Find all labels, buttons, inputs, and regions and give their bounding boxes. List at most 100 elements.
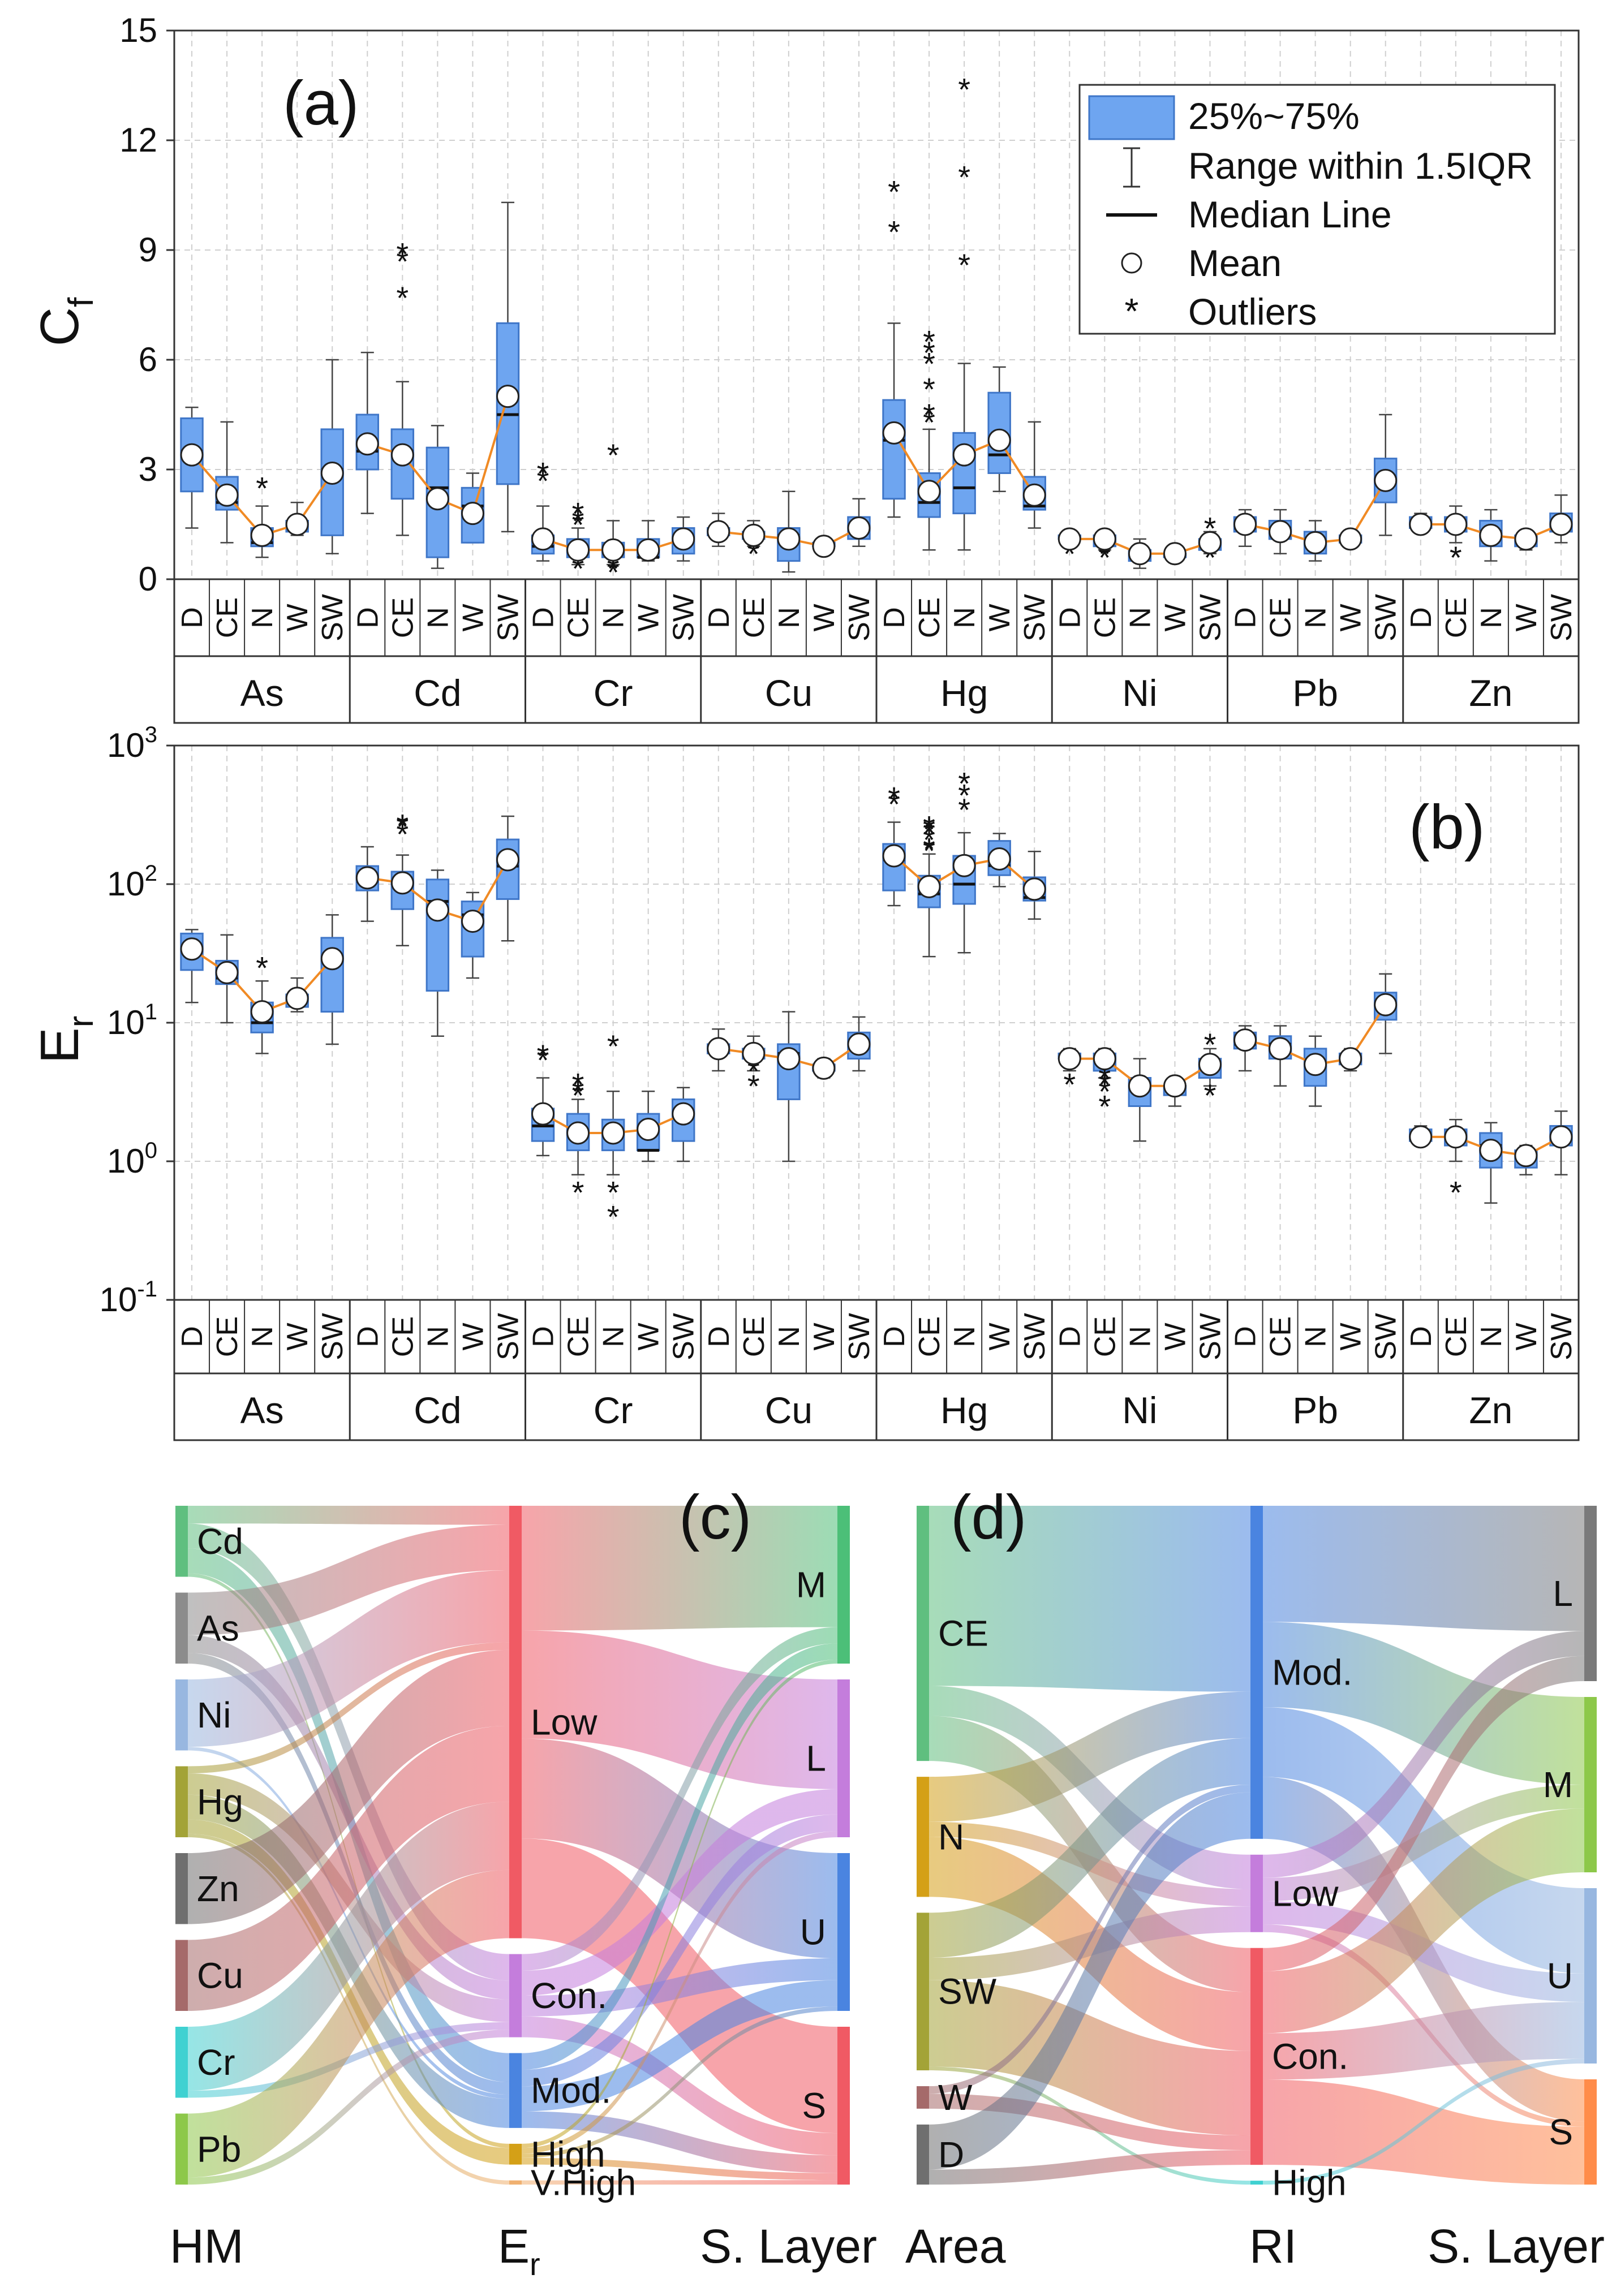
group-label: Zn [1469,672,1512,714]
node-CE [917,1506,929,1761]
panel-b-label: (b) [1409,792,1485,862]
outlier: * [572,1067,584,1102]
subgroup-label: D [703,1326,736,1347]
subgroup-label: D [527,607,560,628]
subgroup-label: W [457,1323,489,1350]
mean-marker [285,512,309,536]
node-label: S [1549,2112,1573,2152]
y-axis: 10-1 100 101 102 103 [100,722,174,1319]
outlier: * [1204,1078,1216,1113]
flow-W-Mod. [929,1784,1250,2094]
subgroup-label: SW [668,1313,700,1360]
flow-Pb-Con. [188,2030,509,2185]
node-column: L M U S [1543,1506,1597,2185]
box-Hg-D: ** [882,174,906,518]
y-axis-label: Cf [29,297,101,346]
mean-marker [390,871,414,895]
node-label: D [938,2134,964,2175]
subgroup-label: D [351,607,384,628]
mean-marker [1374,993,1398,1016]
box-iqr [425,878,450,992]
group-label: Cu [765,1389,813,1431]
subgroup-label: SW [668,594,700,641]
group-label: Zn [1469,1389,1512,1431]
subgroup-label: CE [562,1316,595,1357]
mean-marker [1444,512,1468,536]
flow-Con.-U [1263,2002,1584,2080]
outlier: * [923,372,935,407]
mean-marker [1514,1144,1538,1168]
y-tick-label: 101 [107,1000,157,1041]
mean-marker [180,937,204,961]
column-label: S. Layer [1428,2220,1605,2273]
mean-marker [461,502,484,525]
boxes: ********************************** [180,71,1573,590]
node-label: Zn [197,1868,239,1909]
group-label: As [240,672,284,714]
mean-marker [355,866,379,890]
mean-marker [250,523,274,547]
group-label: Cr [594,1389,633,1431]
mean-marker [1479,523,1503,547]
subgroup-label: D [1405,607,1438,628]
y-tick-label: 9 [139,231,157,269]
mean-marker [496,385,519,408]
subgroup-label: SW [1018,594,1051,641]
subgroup-label: W [281,604,314,631]
subgroup-label: W [281,1323,314,1350]
outlier: * [572,1174,584,1210]
subgroup-label: W [457,604,489,631]
box-Hg-D: ** [882,780,906,907]
subgroup-label: D [527,1326,560,1347]
box-Ni-N [1128,1058,1152,1142]
subgroup-label: N [246,1326,279,1347]
outlier: * [1450,1174,1462,1210]
subgroup-label: CE [1440,597,1473,638]
mean-marker [742,523,766,547]
mean-marker [1514,527,1538,551]
y-tick-label: 100 [107,1138,157,1180]
outlier: * [923,831,935,867]
node-label: Con. [531,1975,607,2016]
node-label: High [1272,2163,1347,2203]
flows [522,1506,837,2185]
flows [188,1506,509,2185]
mean-marker [917,480,941,503]
node-label: Con. [1272,2036,1348,2077]
mean-marker [566,1121,590,1145]
subgroup-label: D [878,1326,911,1347]
box-Cd-N [425,869,450,1037]
subgroup-label: D [703,607,736,628]
node-W [917,2086,929,2109]
mean-marker [812,535,836,558]
box-Hg-CE: ****** [917,324,941,551]
subgroup-label: W [633,604,665,631]
flow-Con.-L [522,1789,837,1996]
mean-marker [1304,1053,1327,1076]
outlier: * [396,280,409,316]
node-High [509,2143,522,2165]
group-label: Ni [1122,672,1157,714]
mean-marker [320,461,344,485]
flow-High-S [522,2157,837,2181]
mean-marker [425,487,449,511]
node-label: CE [938,1613,988,1654]
flow-Low-M [522,1506,837,1631]
mean-marker [672,527,695,551]
outlier: * [923,815,935,851]
node-label: W [938,2077,973,2118]
flow-Con.-L [1263,1656,1584,1971]
node-label: N [938,1816,964,1857]
subgroup-label: D [878,607,911,628]
mean-marker [531,527,555,551]
subgroup-label: N [246,607,279,628]
node-U [837,1853,850,2011]
outlier: * [537,1038,549,1074]
mean-marker [601,1121,625,1145]
subgroup-label: W [1335,604,1368,631]
subgroup-label: N [422,607,454,628]
legend-box-label: 25%~75% [1188,95,1360,137]
mean-marker [672,1102,695,1126]
node-label: V.High [531,2162,636,2203]
node-U [1584,1888,1597,2064]
